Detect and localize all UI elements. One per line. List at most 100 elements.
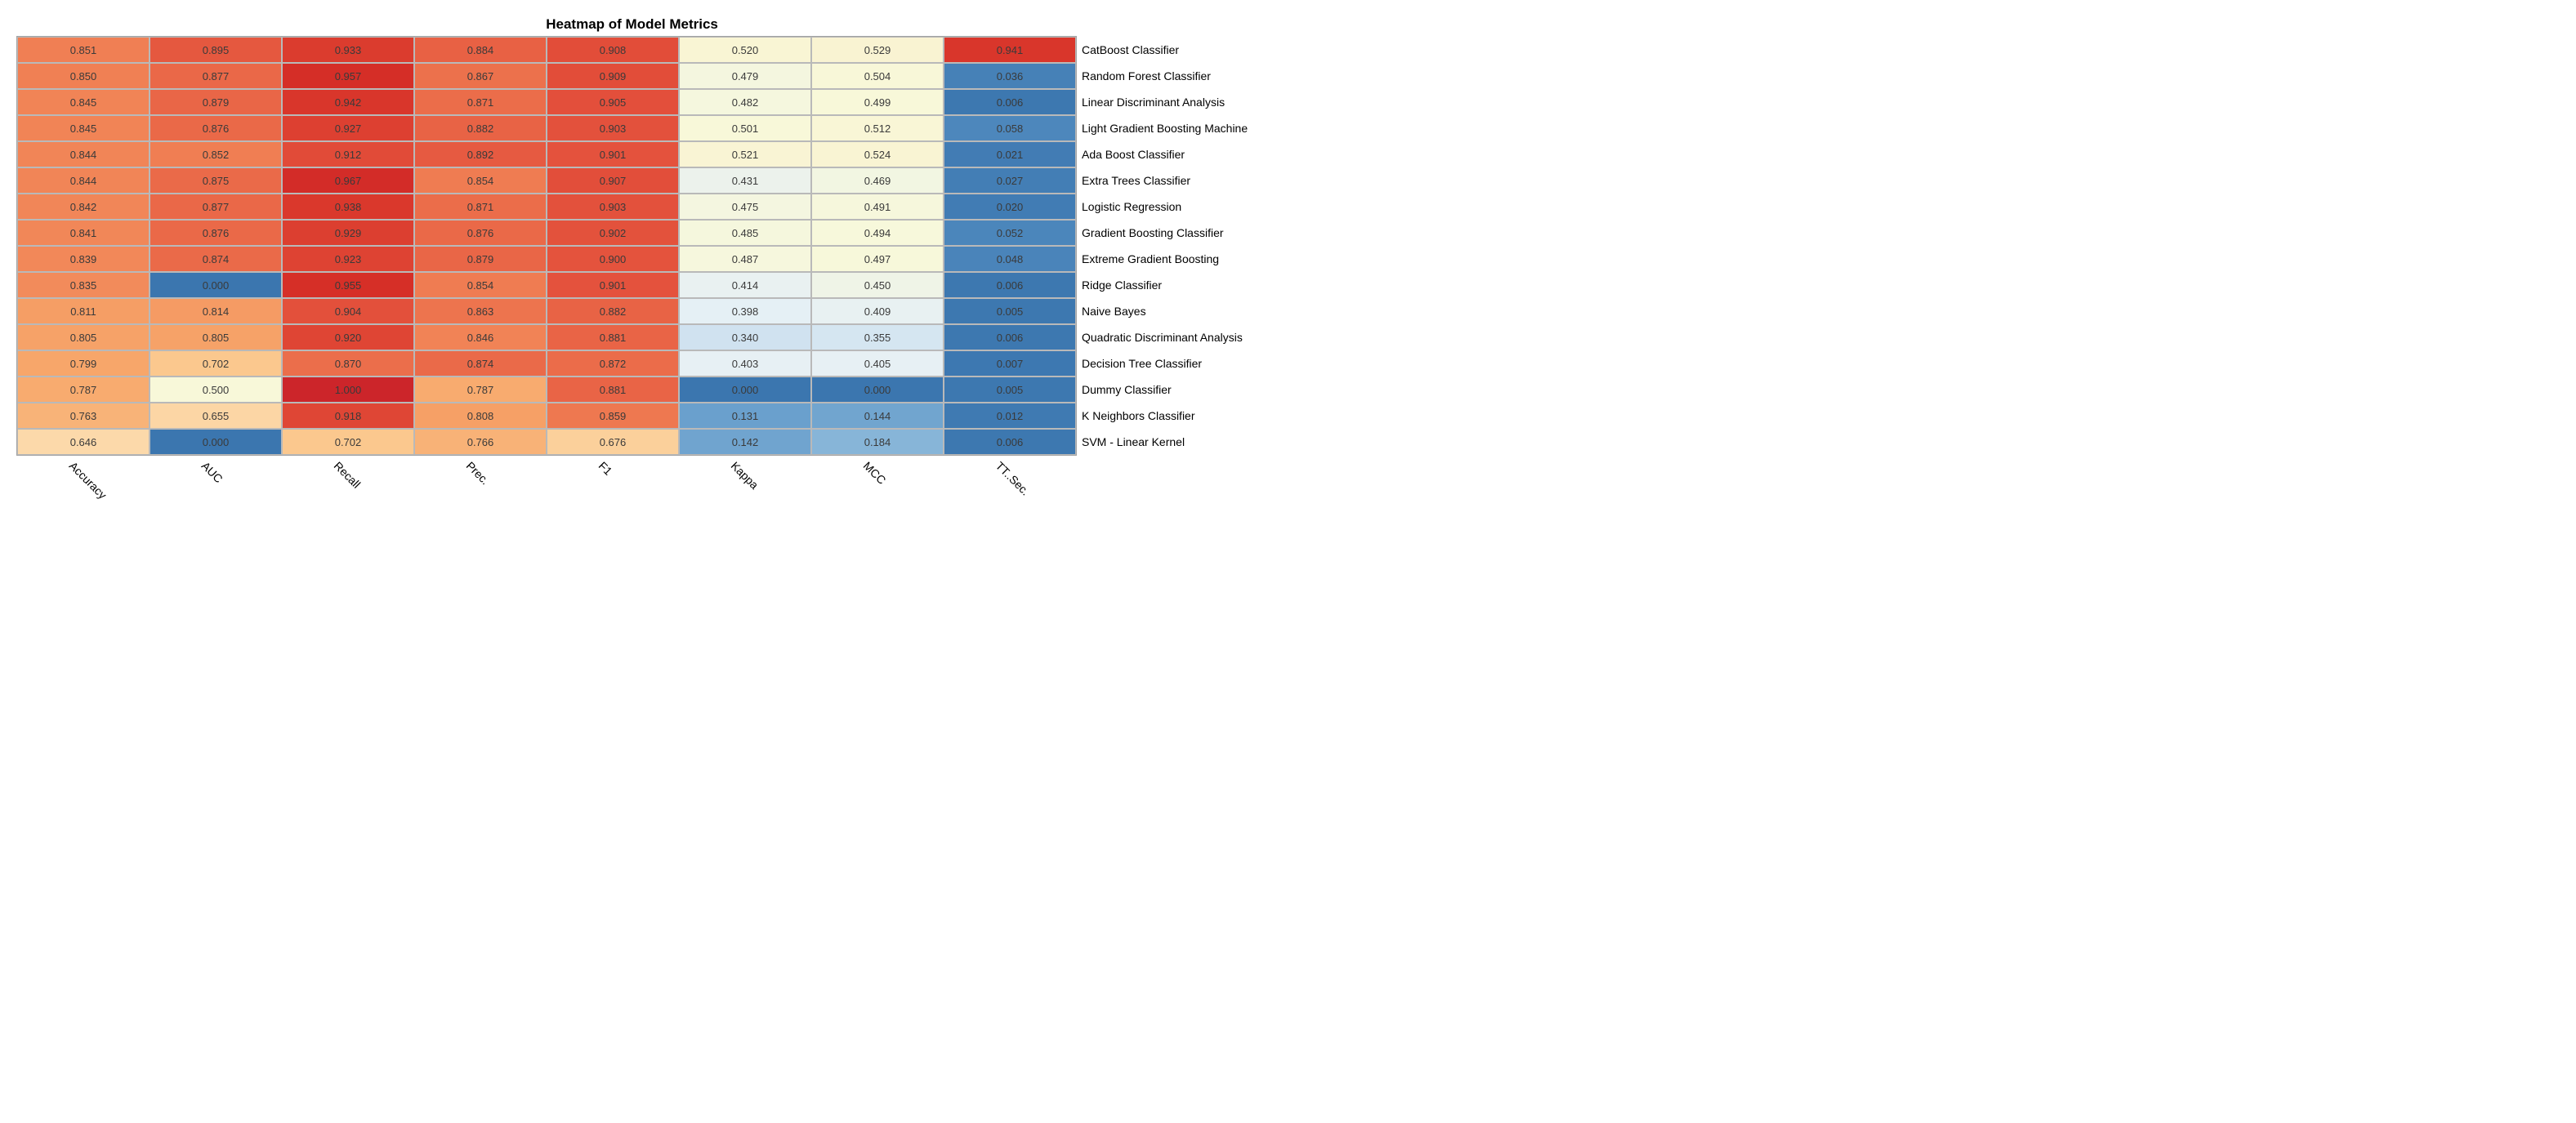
heatmap-cell: 0.006 <box>944 89 1076 115</box>
heatmap-cell: 0.007 <box>944 350 1076 377</box>
heatmap-cell: 0.000 <box>150 429 282 455</box>
heatmap-cell: 0.355 <box>811 324 944 350</box>
column-label: TT..Sec. <box>993 459 1033 498</box>
heatmap-cell: 0.923 <box>282 246 414 272</box>
heatmap-cell: 0.497 <box>811 246 944 272</box>
heatmap-cell: 0.877 <box>150 194 282 220</box>
row-label: CatBoost Classifier <box>1082 37 1248 63</box>
heatmap-cell: 0.409 <box>811 298 944 324</box>
heatmap-cell: 0.000 <box>679 377 811 403</box>
heatmap-cell: 0.879 <box>150 89 282 115</box>
heatmap-cell: 0.905 <box>547 89 679 115</box>
heatmap-cell: 0.814 <box>150 298 282 324</box>
heatmap-cell: 0.902 <box>547 220 679 246</box>
heatmap-cell: 0.487 <box>679 246 811 272</box>
heatmap-cell: 0.702 <box>150 350 282 377</box>
heatmap-cell: 0.027 <box>944 167 1076 194</box>
heatmap-cell: 0.414 <box>679 272 811 298</box>
heatmap-cell: 0.938 <box>282 194 414 220</box>
heatmap-cell: 0.479 <box>679 63 811 89</box>
heatmap-cell: 0.000 <box>811 377 944 403</box>
heatmap-cell: 0.048 <box>944 246 1076 272</box>
heatmap-cell: 0.012 <box>944 403 1076 429</box>
heatmap-cell: 0.482 <box>679 89 811 115</box>
heatmap-cell: 0.884 <box>414 37 547 63</box>
heatmap-cell: 0.431 <box>679 167 811 194</box>
heatmap-cell: 0.967 <box>282 167 414 194</box>
heatmap-cell: 0.933 <box>282 37 414 63</box>
heatmap-cell: 0.877 <box>150 63 282 89</box>
row-label: Decision Tree Classifier <box>1082 350 1248 377</box>
heatmap-cell: 0.512 <box>811 115 944 141</box>
heatmap-cell: 0.863 <box>414 298 547 324</box>
heatmap-cell: 0.766 <box>414 429 547 455</box>
heatmap-cell: 0.005 <box>944 377 1076 403</box>
row-label: Dummy Classifier <box>1082 377 1248 403</box>
row-label: Extra Trees Classifier <box>1082 167 1248 194</box>
heatmap-cell: 0.941 <box>944 37 1076 63</box>
heatmap-cell: 0.811 <box>17 298 150 324</box>
heatmap-cell: 0.851 <box>17 37 150 63</box>
column-label: AUC <box>199 459 225 485</box>
heatmap-cell: 0.845 <box>17 115 150 141</box>
heatmap-cell: 0.450 <box>811 272 944 298</box>
heatmap-cell: 0.184 <box>811 429 944 455</box>
row-label: Linear Discriminant Analysis <box>1082 89 1248 115</box>
row-label: Gradient Boosting Classifier <box>1082 220 1248 246</box>
heatmap-cell: 0.469 <box>811 167 944 194</box>
heatmap-cell: 0.871 <box>414 89 547 115</box>
heatmap-cell: 0.903 <box>547 194 679 220</box>
heatmap-cell: 0.876 <box>414 220 547 246</box>
column-labels: AccuracyAUCRecallPrec.F1KappaMCCTT..Sec. <box>16 456 1075 497</box>
row-label: Ridge Classifier <box>1082 272 1248 298</box>
heatmap-cell: 0.900 <box>547 246 679 272</box>
heatmap-cell: 0.646 <box>17 429 150 455</box>
heatmap-cell: 0.655 <box>150 403 282 429</box>
heatmap-cell: 0.052 <box>944 220 1076 246</box>
row-label: Extreme Gradient Boosting <box>1082 246 1248 272</box>
heatmap-cell: 0.020 <box>944 194 1076 220</box>
heatmap-cell: 0.918 <box>282 403 414 429</box>
heatmap-cell: 0.854 <box>414 167 547 194</box>
column-label: Recall <box>332 459 364 491</box>
heatmap-cell: 0.854 <box>414 272 547 298</box>
heatmap-cell: 0.398 <box>679 298 811 324</box>
heatmap-cell: 0.529 <box>811 37 944 63</box>
heatmap-cell: 0.881 <box>547 377 679 403</box>
row-label: SVM - Linear Kernel <box>1082 429 1248 455</box>
heatmap-cell: 0.805 <box>17 324 150 350</box>
heatmap-cell: 0.903 <box>547 115 679 141</box>
heatmap-cell: 0.870 <box>282 350 414 377</box>
heatmap-cell: 0.501 <box>679 115 811 141</box>
heatmap-chart: Heatmap of Model Metrics 0.8510.8950.933… <box>16 16 1248 497</box>
column-label: Kappa <box>729 459 761 492</box>
column-label: Prec. <box>464 459 492 487</box>
heatmap-cell: 0.920 <box>282 324 414 350</box>
heatmap-cell: 0.144 <box>811 403 944 429</box>
heatmap-cell: 0.805 <box>150 324 282 350</box>
heatmap-cell: 0.475 <box>679 194 811 220</box>
heatmap-cell: 0.808 <box>414 403 547 429</box>
heatmap-cell: 0.876 <box>150 115 282 141</box>
heatmap-cell: 0.787 <box>17 377 150 403</box>
heatmap-cell: 0.874 <box>414 350 547 377</box>
heatmap-cell: 0.504 <box>811 63 944 89</box>
heatmap-cell: 0.955 <box>282 272 414 298</box>
heatmap-cell: 0.006 <box>944 272 1076 298</box>
row-labels: CatBoost ClassifierRandom Forest Classif… <box>1082 37 1248 455</box>
row-label: Quadratic Discriminant Analysis <box>1082 324 1248 350</box>
heatmap-cell: 0.000 <box>150 272 282 298</box>
heatmap-cell: 0.021 <box>944 141 1076 167</box>
heatmap-cell: 0.676 <box>547 429 679 455</box>
heatmap-cell: 0.524 <box>811 141 944 167</box>
row-label: K Neighbors Classifier <box>1082 403 1248 429</box>
heatmap-cell: 0.787 <box>414 377 547 403</box>
heatmap-cell: 0.520 <box>679 37 811 63</box>
row-label: Logistic Regression <box>1082 194 1248 220</box>
heatmap-cell: 0.058 <box>944 115 1076 141</box>
heatmap-cell: 0.839 <box>17 246 150 272</box>
heatmap-cell: 0.006 <box>944 429 1076 455</box>
heatmap-cell: 0.036 <box>944 63 1076 89</box>
heatmap-cell: 0.521 <box>679 141 811 167</box>
row-label: Light Gradient Boosting Machine <box>1082 115 1248 141</box>
